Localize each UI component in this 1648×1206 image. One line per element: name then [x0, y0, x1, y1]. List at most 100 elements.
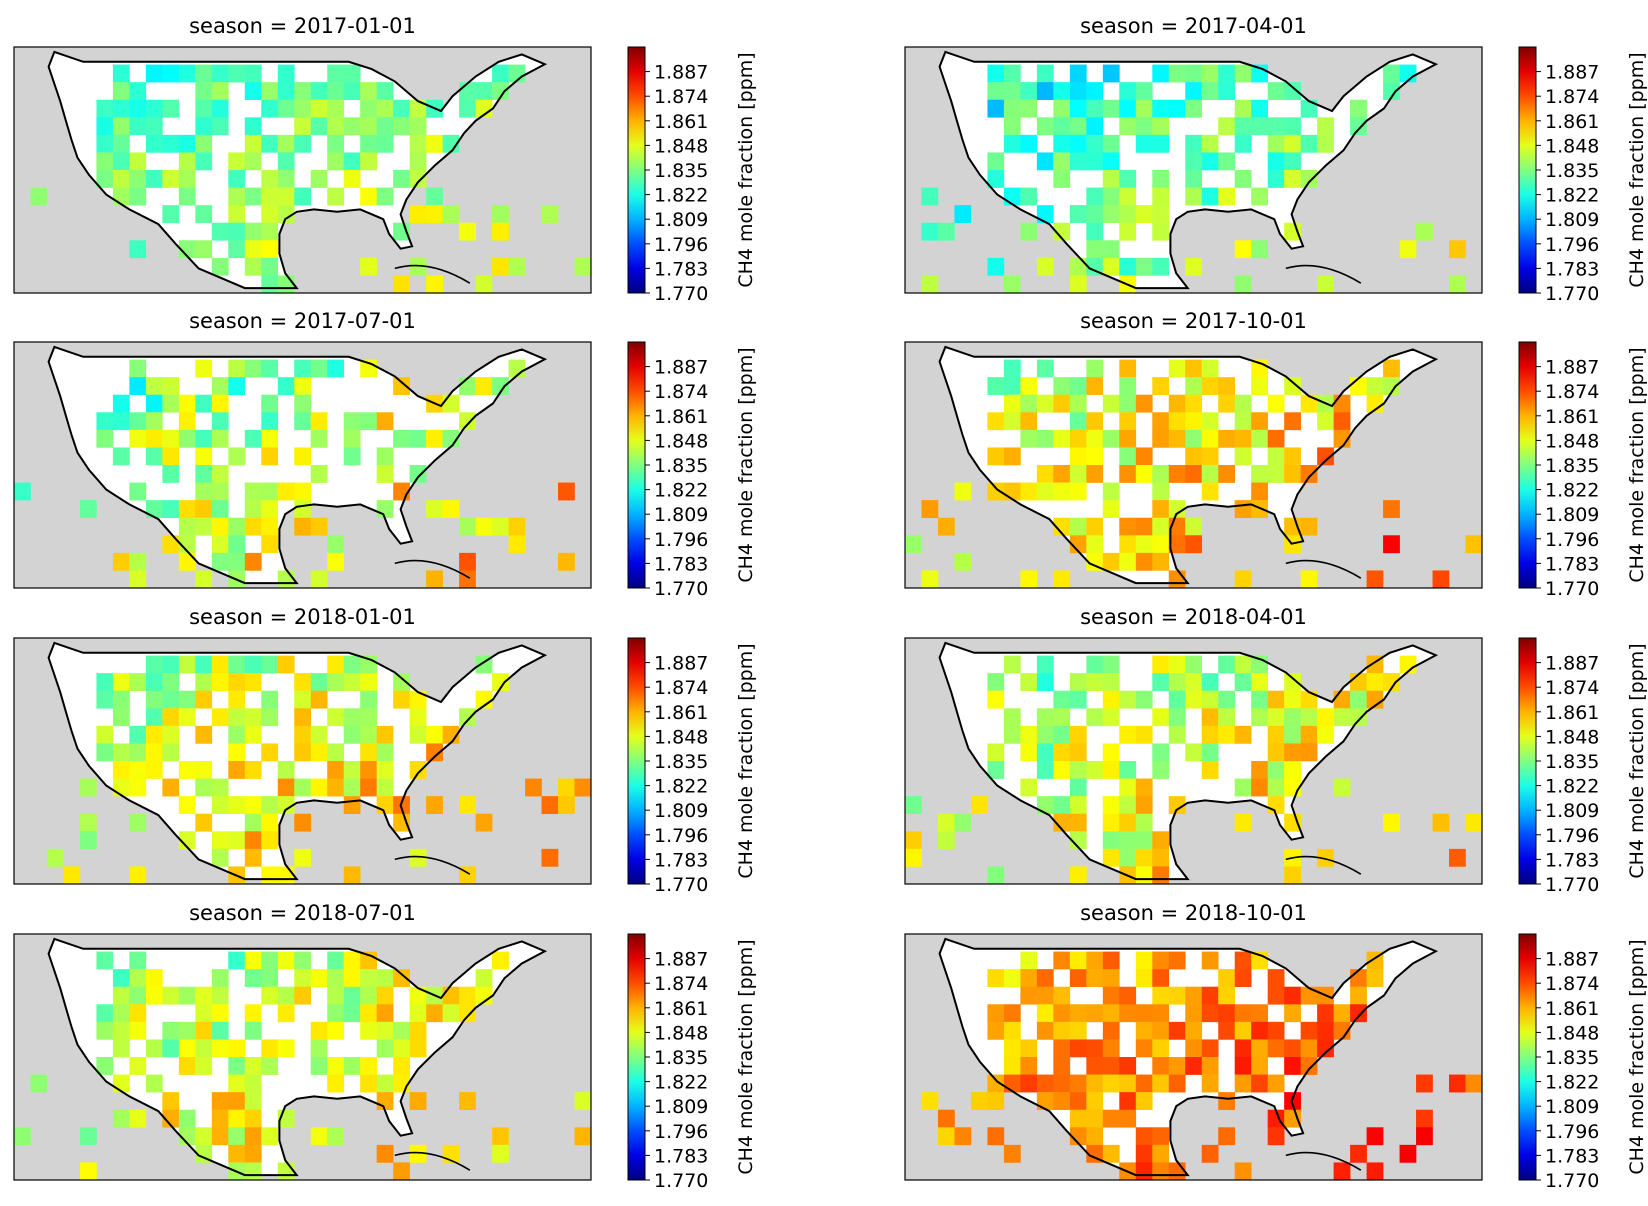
grid-cell: [195, 1057, 213, 1075]
grid-cell: [277, 64, 295, 83]
grid-cell: [129, 359, 147, 378]
grid-cell: [1069, 205, 1087, 224]
grid-cell: [1300, 134, 1318, 153]
grid-cell: [1267, 1109, 1285, 1128]
panel-title: season = 2018-10-01: [1080, 901, 1307, 925]
grid-cell: [1251, 1021, 1268, 1040]
grid-cell: [1284, 1004, 1301, 1023]
grid-cell: [1234, 969, 1252, 988]
coastline: [47, 641, 548, 881]
grid-cell: [1086, 1057, 1104, 1075]
grid-cell: [327, 82, 345, 101]
grid-cell: [1383, 64, 1400, 83]
grid-cell: [294, 134, 312, 153]
grid-cell: [277, 796, 295, 815]
grid-cell: [162, 134, 180, 153]
grid-cell: [244, 831, 262, 850]
grid-cell: [426, 500, 443, 519]
grid-cell: [145, 743, 163, 762]
grid-cell: [178, 1057, 196, 1075]
grid-cell: [1069, 429, 1087, 448]
grid-cell: [409, 152, 427, 171]
grid-cell: [1168, 725, 1186, 744]
grid-cell: [195, 690, 213, 709]
grid-cell: [195, 986, 213, 1005]
grid-cell: [1119, 1004, 1137, 1023]
colorbar-tick-label: 1.835: [1545, 751, 1599, 773]
coastline: [47, 50, 548, 290]
grid-cell: [1086, 1074, 1104, 1093]
island-outline: [394, 855, 471, 875]
grid-cell: [1366, 1162, 1384, 1181]
grid-cell: [1119, 465, 1137, 483]
grid-cell: [574, 1092, 592, 1111]
grid-cell: [1069, 951, 1087, 970]
colorbar-tick-label: 1.809: [654, 209, 708, 231]
grid-cell: [1333, 429, 1351, 448]
grid-cell: [1152, 1144, 1170, 1163]
grid-cell: [162, 377, 180, 396]
grid-cell: [162, 500, 180, 519]
grid-cell: [442, 986, 460, 1005]
grid-cells: [921, 951, 1483, 1181]
grid-cell: [1267, 796, 1285, 815]
grid-cell: [244, 1092, 262, 1111]
grid-cell: [1234, 1162, 1252, 1181]
grid-cell: [1036, 117, 1054, 136]
grid-cell: [1102, 690, 1120, 709]
grid-cell: [1102, 1057, 1120, 1075]
grid-cell: [195, 64, 213, 83]
grid-cell: [145, 99, 163, 118]
grid-cell: [1135, 1004, 1153, 1023]
grid-cell: [1069, 134, 1087, 153]
colorbar-tick-label: 1.822: [654, 1072, 708, 1094]
grid-cell: [1003, 725, 1021, 744]
grid-cell: [244, 482, 262, 501]
grid-cells: [905, 655, 1483, 885]
grid-cell: [987, 1092, 1005, 1111]
grid-cell: [376, 412, 394, 431]
grid-cell: [1086, 240, 1104, 259]
grid-cell: [1086, 429, 1104, 448]
map-panel: season = 2017-10-011.7701.7831.7961.8091…: [904, 309, 1648, 600]
grid-cell: [162, 1092, 180, 1111]
grid-cell: [294, 482, 312, 501]
grid-cell: [327, 708, 345, 727]
grid-cell: [261, 986, 279, 1005]
grid-cell: [541, 796, 559, 815]
grid-cell: [211, 831, 229, 850]
grid-cell: [1152, 866, 1170, 885]
grid-cell: [1086, 535, 1104, 554]
grid-cell: [162, 429, 180, 448]
grid-cell: [1036, 725, 1054, 744]
grid-cell: [1069, 796, 1087, 815]
grid-cell: [1234, 275, 1252, 294]
panel-title: season = 2017-07-01: [189, 309, 416, 333]
grid-cell: [244, 796, 262, 815]
grid-cell: [426, 1004, 443, 1023]
grid-cell: [987, 969, 1005, 988]
grid-cell: [1201, 1057, 1219, 1075]
grid-cell: [1069, 82, 1087, 101]
grid-cell: [195, 99, 213, 118]
grid-cell: [1201, 152, 1219, 171]
grid-cell: [1168, 570, 1186, 589]
grid-cell: [1168, 708, 1186, 727]
grid-cell: [1135, 813, 1153, 832]
grid-cell: [409, 465, 427, 483]
grid-cell: [294, 673, 312, 692]
grid-cell: [1036, 465, 1054, 483]
grid-cell: [1317, 725, 1334, 744]
grid-cell: [442, 205, 460, 224]
grid-cell: [987, 761, 1005, 779]
grid-cell: [244, 257, 262, 276]
grid-cell: [1185, 517, 1203, 536]
grid-cell: [1350, 708, 1367, 727]
grid-cell: [261, 743, 279, 762]
grid-cell: [1152, 205, 1170, 224]
grid-cell: [1036, 796, 1054, 815]
grid-cell: [1267, 152, 1285, 171]
grid-cell: [327, 1127, 345, 1146]
grid-cell: [1102, 986, 1120, 1005]
grid-cell: [1036, 82, 1054, 101]
